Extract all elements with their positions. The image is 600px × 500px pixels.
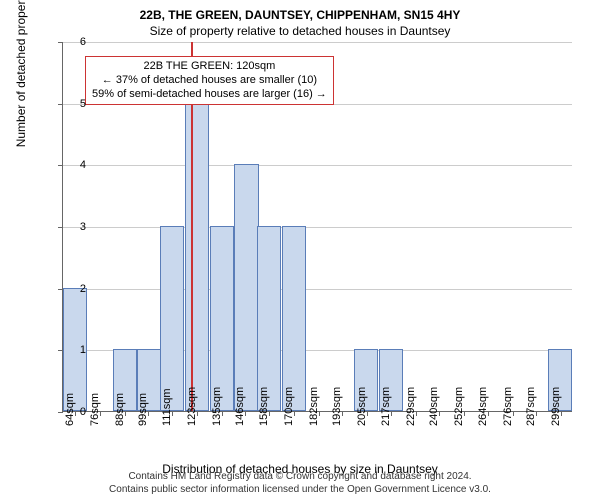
annotation-line: 59% of semi-detached houses are larger (… bbox=[92, 88, 327, 102]
footer-line-2: Contains public sector information licen… bbox=[0, 483, 600, 496]
y-tick bbox=[58, 104, 63, 105]
y-tick-label: 0 bbox=[80, 406, 86, 418]
annotation-line: ← 37% of detached houses are smaller (10… bbox=[92, 74, 327, 88]
page-title-line2: Size of property relative to detached ho… bbox=[0, 22, 600, 38]
histogram-bar bbox=[185, 103, 209, 411]
y-tick bbox=[58, 42, 63, 43]
histogram-bar bbox=[234, 164, 258, 411]
gridline bbox=[63, 165, 572, 166]
y-axis-label: Number of detached properties bbox=[14, 0, 28, 147]
histogram-bar bbox=[257, 226, 281, 411]
histogram-bar bbox=[210, 226, 234, 411]
y-tick bbox=[58, 412, 63, 413]
y-tick bbox=[58, 165, 63, 166]
y-tick-label: 6 bbox=[80, 36, 86, 48]
histogram-bar bbox=[160, 226, 184, 411]
footer-line-1: Contains HM Land Registry data © Crown c… bbox=[0, 470, 600, 483]
annotation-box: 22B THE GREEN: 120sqm← 37% of detached h… bbox=[85, 56, 334, 105]
y-tick-label: 4 bbox=[80, 159, 86, 171]
y-tick-label: 2 bbox=[80, 283, 86, 295]
page-title-line1: 22B, THE GREEN, DAUNTSEY, CHIPPENHAM, SN… bbox=[0, 0, 600, 22]
chart-plot-area: 22B THE GREEN: 120sqm← 37% of detached h… bbox=[62, 42, 572, 412]
gridline bbox=[63, 227, 572, 228]
footer-attribution: Contains HM Land Registry data © Crown c… bbox=[0, 470, 600, 496]
gridline bbox=[63, 42, 572, 43]
y-tick-label: 1 bbox=[80, 344, 86, 356]
gridline bbox=[63, 289, 572, 290]
histogram-bar bbox=[282, 226, 306, 411]
y-tick-label: 5 bbox=[80, 98, 86, 110]
y-tick-label: 3 bbox=[80, 221, 86, 233]
y-tick bbox=[58, 227, 63, 228]
annotation-line: 22B THE GREEN: 120sqm bbox=[92, 60, 327, 74]
